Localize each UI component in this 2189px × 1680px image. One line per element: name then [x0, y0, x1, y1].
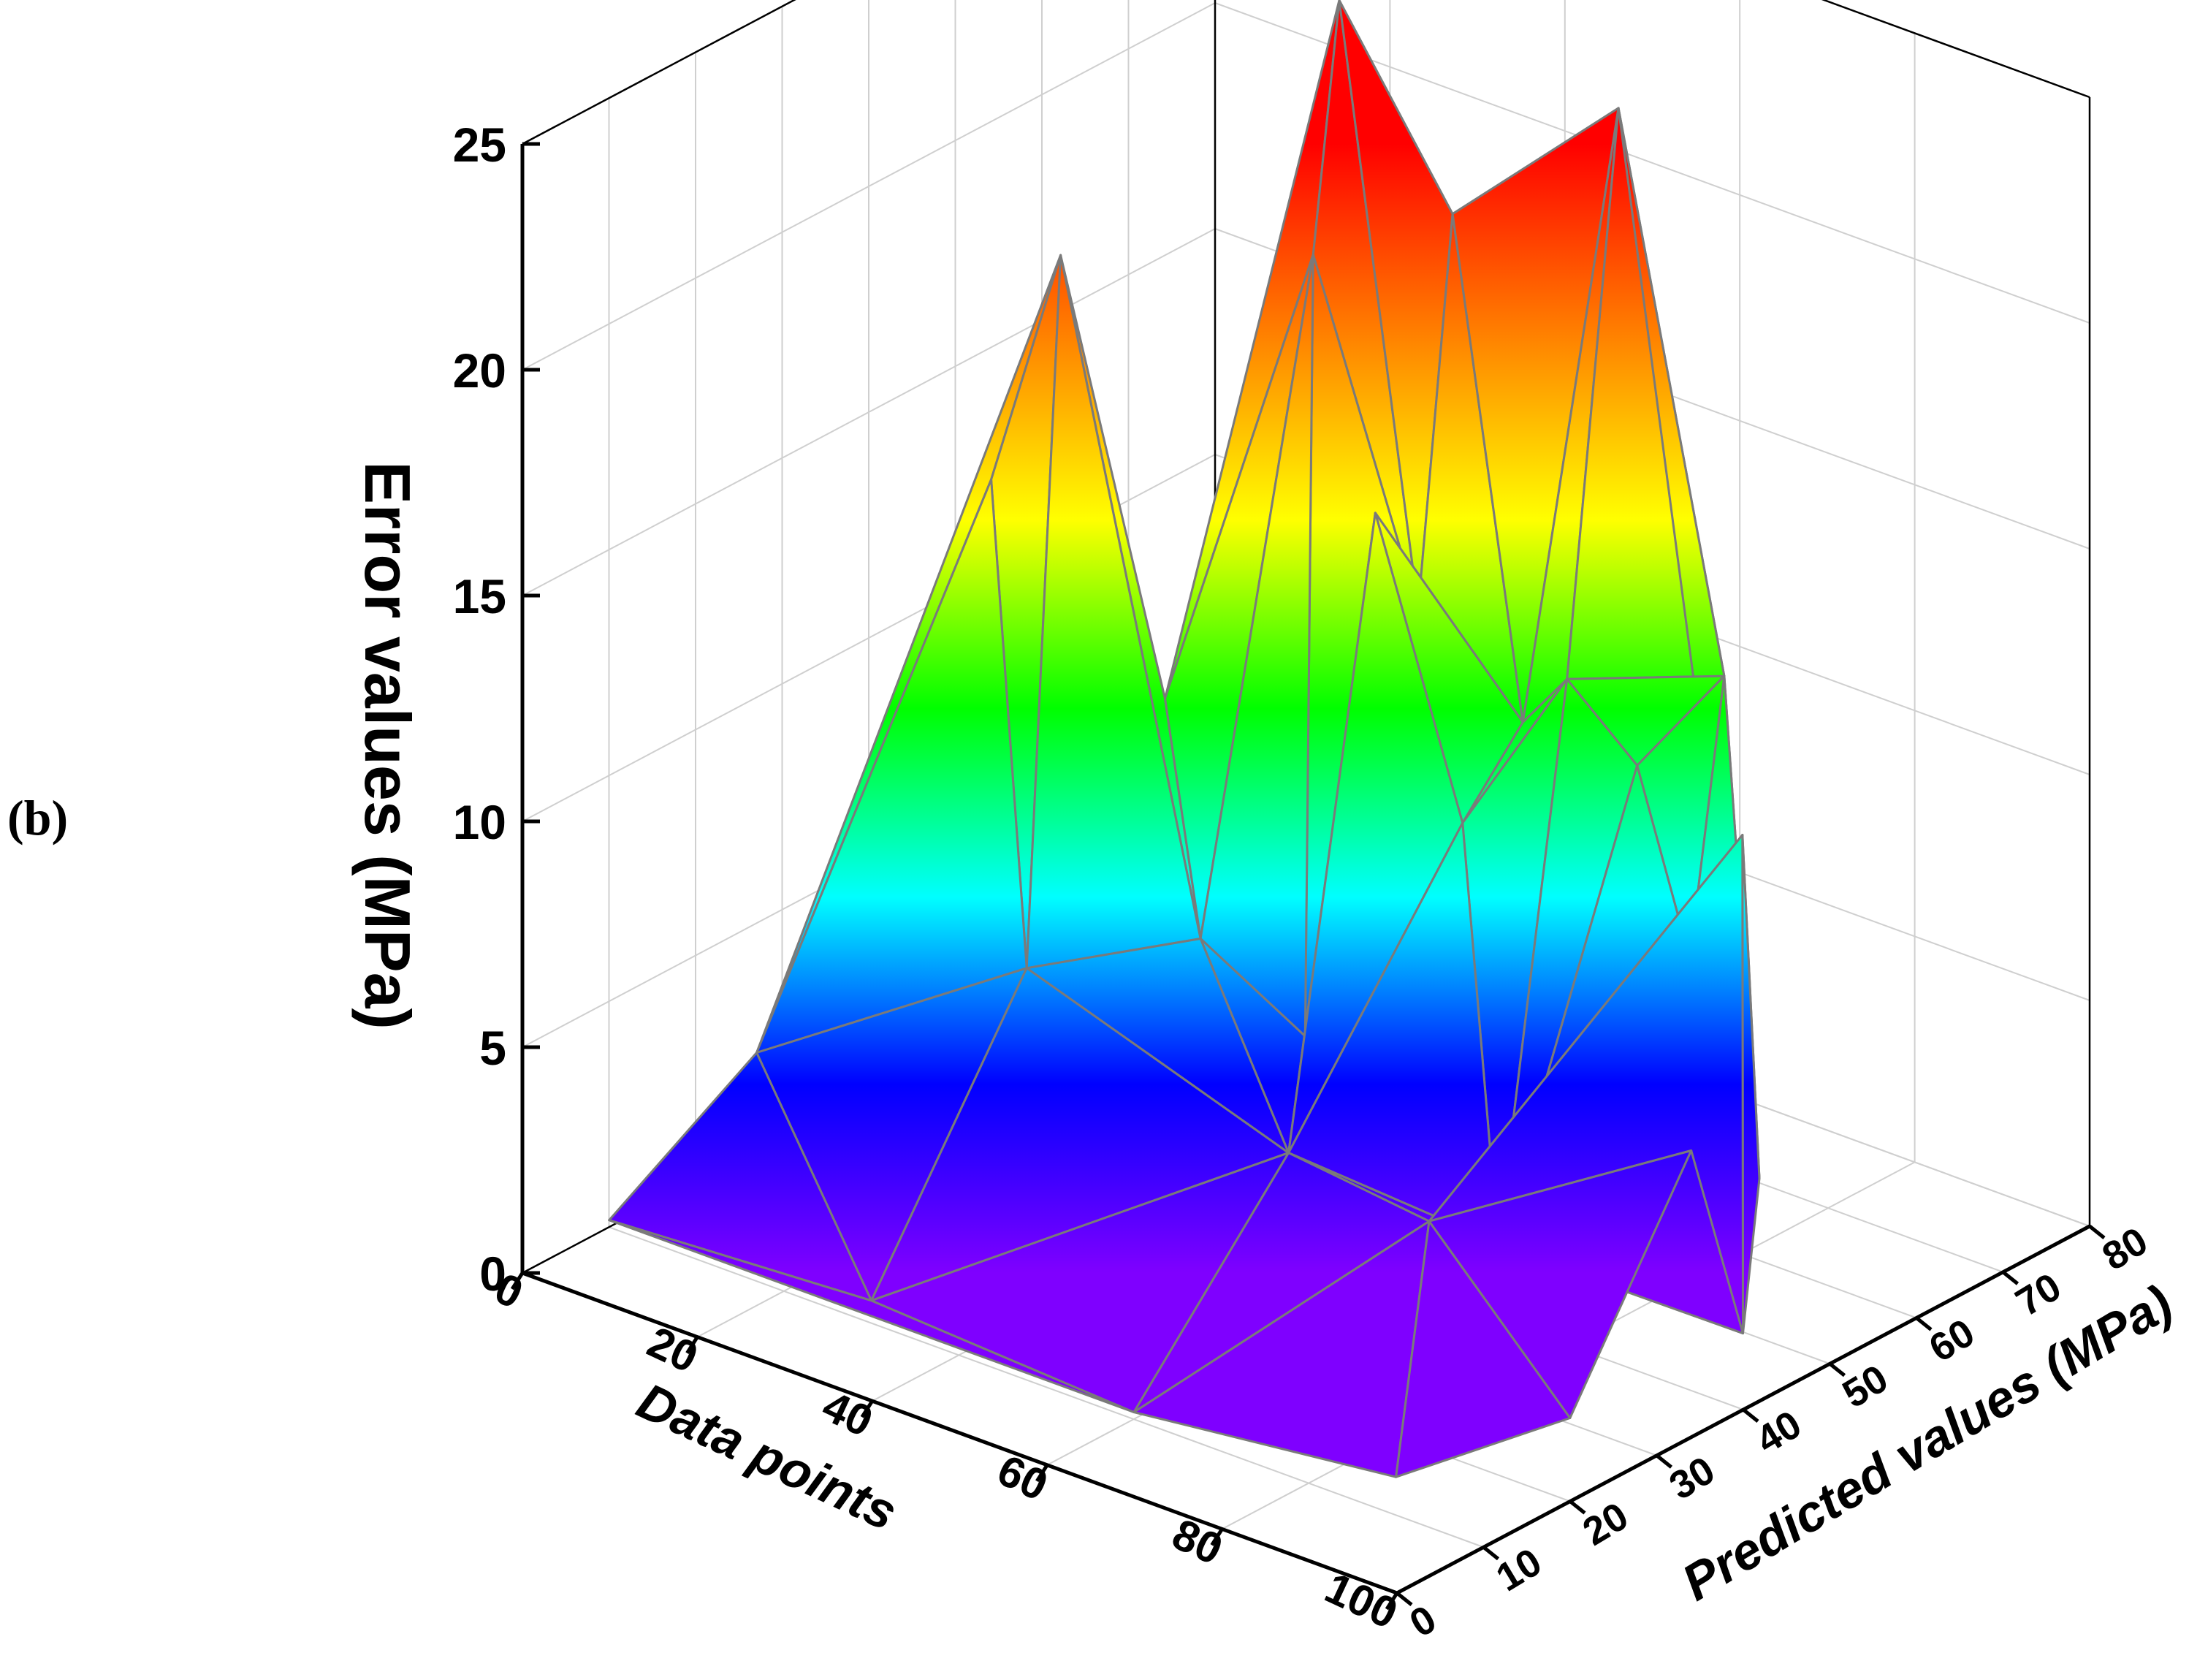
- x-tick: [1210, 1528, 1224, 1546]
- x-tick: [685, 1336, 699, 1354]
- x-axis-line: [522, 1271, 1398, 1595]
- y-tick-label: 10: [1489, 1540, 1549, 1600]
- y-tick: [1482, 1546, 1500, 1561]
- y-tick: [1742, 1408, 1759, 1423]
- y-tick: [1828, 1362, 1846, 1377]
- y-tick-label: 70: [2009, 1265, 2068, 1325]
- grid-line: [609, 1226, 1484, 1548]
- x-tick-label: 60: [990, 1445, 1055, 1510]
- surface-layer: [608, 0, 1761, 1478]
- y-tick: [1396, 1592, 1413, 1606]
- z-tick-label: 0: [479, 1247, 506, 1301]
- panel-label: (b): [7, 790, 68, 845]
- frame-edge: [1821, 0, 2090, 99]
- y-tick: [1915, 1316, 1933, 1331]
- y-tick: [2001, 1270, 2019, 1285]
- y-tick: [1569, 1500, 1586, 1515]
- y-tick: [1655, 1453, 1673, 1469]
- y-tick-label: 20: [1575, 1494, 1635, 1554]
- z-tick-label: 5: [479, 1021, 506, 1075]
- grid-line: [522, 228, 1216, 596]
- y-tick-label: 80: [2095, 1219, 2155, 1279]
- z-tick-label: 20: [453, 343, 506, 398]
- y-tick-label: 40: [1748, 1402, 1808, 1462]
- y-tick-label: 50: [1835, 1356, 1895, 1416]
- surface-facet: [1741, 834, 1761, 1335]
- y-tick-label: 0: [1402, 1597, 1444, 1646]
- frame-edge: [522, 0, 796, 145]
- y-tick-label: 60: [1922, 1310, 1981, 1370]
- x-tick: [860, 1399, 874, 1418]
- surface-facet: [1395, 1220, 1572, 1478]
- z-tick-label: 10: [453, 795, 506, 849]
- x-tick: [1385, 1592, 1399, 1611]
- z-axis-title: Error values (MPa): [351, 461, 424, 1030]
- z-tick-label: 25: [453, 118, 506, 172]
- y-tick-label: 30: [1662, 1448, 1722, 1508]
- z-tick-label: 15: [453, 569, 506, 623]
- y-tick: [2088, 1225, 2106, 1239]
- x-tick-label: 40: [815, 1381, 880, 1446]
- grid-line: [522, 2, 1216, 370]
- x-tick-label: 80: [1165, 1509, 1230, 1574]
- x-tick-label: 20: [640, 1317, 705, 1382]
- x-tick: [1035, 1464, 1049, 1483]
- x-tick-label: 100: [1318, 1563, 1405, 1638]
- x-tick: [510, 1272, 525, 1291]
- surface-facet: [755, 478, 1028, 1054]
